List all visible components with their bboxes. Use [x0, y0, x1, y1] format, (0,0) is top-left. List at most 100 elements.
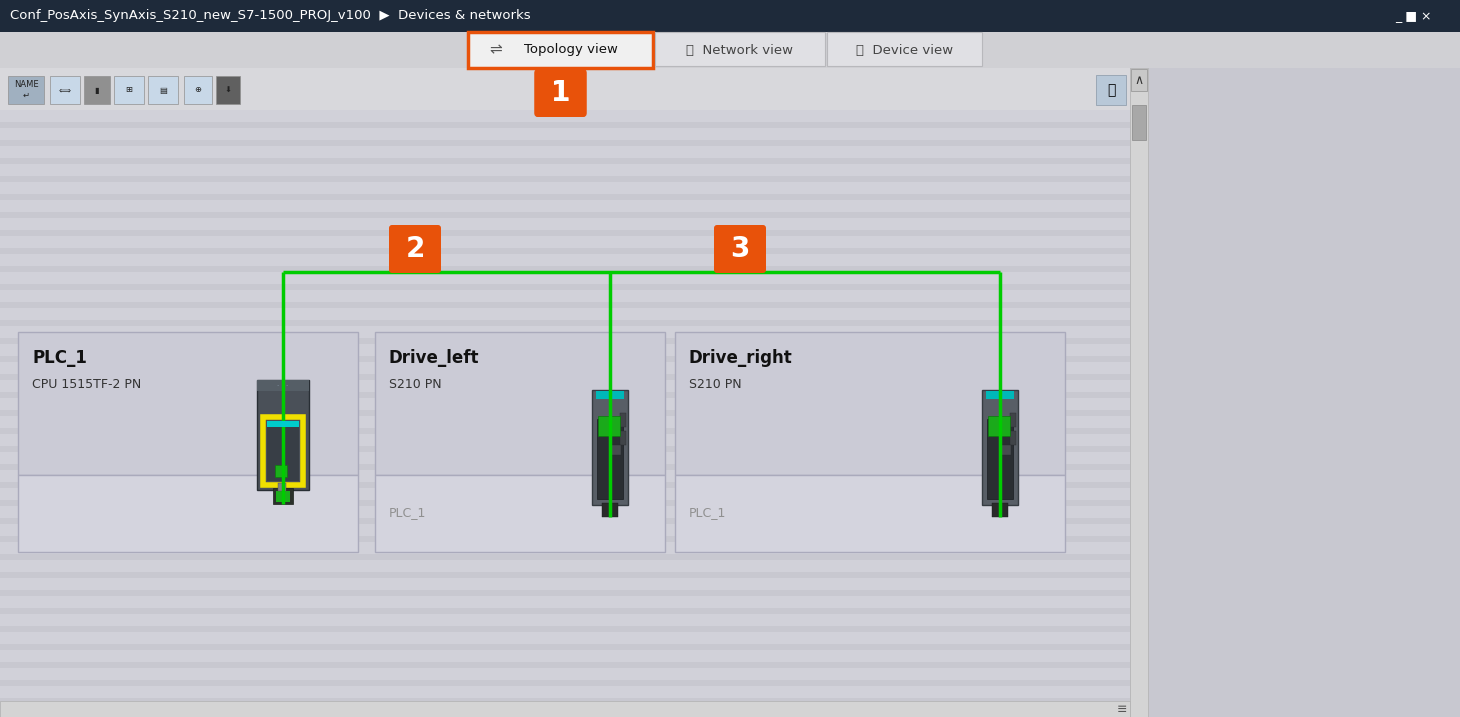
Bar [599, 416, 620, 436]
Bar [1096, 75, 1126, 105]
Bar [0, 254, 1130, 266]
Bar [0, 596, 1130, 608]
Bar [656, 32, 825, 66]
Bar [0, 416, 1130, 428]
Text: · · ·: · · · [277, 383, 289, 389]
Bar [0, 128, 1130, 140]
Bar [596, 391, 623, 399]
Bar [0, 668, 1130, 680]
Bar [0, 560, 1130, 572]
Text: ▤: ▤ [159, 85, 166, 95]
Bar [987, 419, 1013, 499]
Bar [0, 434, 1130, 446]
Bar [0, 506, 1130, 518]
FancyBboxPatch shape [534, 69, 587, 117]
Bar [469, 32, 653, 68]
Bar [620, 431, 626, 445]
FancyBboxPatch shape [388, 225, 441, 273]
Text: 🔧  Device view: 🔧 Device view [856, 44, 953, 57]
Bar [0, 308, 1130, 320]
Bar [0, 524, 1130, 536]
FancyBboxPatch shape [534, 70, 587, 116]
Bar [1010, 431, 1016, 445]
Text: S210 PN: S210 PN [388, 379, 441, 391]
Text: 1: 1 [550, 79, 569, 107]
Bar [0, 488, 1130, 500]
Text: Conf_PosAxis_SynAxis_S210_new_S7-1500_PROJ_v100  ▶  Devices & networks: Conf_PosAxis_SynAxis_S210_new_S7-1500_PR… [10, 9, 530, 22]
Bar [257, 381, 310, 391]
Bar [610, 445, 620, 455]
Bar [0, 146, 1130, 158]
Bar [274, 465, 288, 477]
Bar [991, 503, 1007, 517]
Text: ⇌: ⇌ [489, 42, 502, 57]
Bar [0, 614, 1130, 626]
Bar [50, 76, 80, 104]
Text: 3: 3 [730, 235, 749, 263]
Bar [1130, 68, 1148, 717]
Bar [0, 380, 1130, 392]
Text: 2: 2 [406, 235, 425, 263]
Text: _ ■ ×: _ ■ × [1394, 9, 1431, 22]
Text: 1: 1 [550, 79, 569, 107]
Text: CPU 1515TF-2 PN: CPU 1515TF-2 PN [32, 379, 142, 391]
Text: ⟺: ⟺ [58, 85, 72, 95]
Bar [0, 452, 1130, 464]
Bar [0, 470, 1130, 482]
Bar [216, 76, 239, 104]
Bar [375, 475, 664, 552]
Bar [267, 421, 299, 427]
Bar [1002, 445, 1010, 455]
Bar [273, 488, 293, 504]
Bar [591, 390, 628, 505]
Text: ≡: ≡ [1117, 703, 1127, 716]
Bar [0, 650, 1130, 662]
Bar [0, 272, 1130, 284]
Bar [0, 701, 1130, 717]
Text: PLC_1: PLC_1 [689, 506, 727, 519]
Text: 📋: 📋 [1107, 83, 1115, 97]
Bar [620, 413, 626, 427]
Bar [0, 218, 1130, 230]
Bar [1132, 105, 1146, 140]
Text: Drive_left: Drive_left [388, 349, 479, 367]
Bar [0, 32, 1460, 68]
Text: ⛭  Network view: ⛭ Network view [686, 44, 793, 57]
Bar [675, 332, 1064, 475]
Bar [0, 236, 1130, 248]
Bar [602, 503, 618, 517]
Bar [0, 542, 1130, 554]
Text: ⬇: ⬇ [225, 85, 232, 95]
Bar [675, 475, 1064, 552]
Bar [0, 398, 1130, 410]
Bar [257, 381, 310, 490]
Bar [276, 491, 291, 503]
Bar [1132, 69, 1148, 91]
Bar [0, 632, 1130, 644]
Bar [0, 290, 1130, 302]
Bar [114, 76, 145, 104]
Bar [0, 182, 1130, 194]
Text: ⊕: ⊕ [194, 85, 201, 95]
Bar [0, 344, 1130, 356]
Text: Drive_right: Drive_right [689, 349, 793, 367]
Bar [0, 686, 1130, 698]
Text: ⊞: ⊞ [126, 85, 133, 95]
Text: PLC_1: PLC_1 [32, 349, 88, 367]
Bar [267, 421, 299, 481]
Bar [1010, 413, 1016, 427]
Bar [988, 416, 1010, 436]
Bar [18, 332, 358, 475]
Bar [85, 76, 110, 104]
Bar [263, 417, 304, 485]
Bar [0, 578, 1130, 590]
Bar [0, 110, 1130, 122]
Bar [7, 76, 44, 104]
Text: PLC_1: PLC_1 [388, 506, 426, 519]
Bar [0, 326, 1130, 338]
Bar [18, 475, 358, 552]
Bar [375, 332, 664, 475]
Text: ▮: ▮ [95, 85, 99, 95]
FancyBboxPatch shape [714, 225, 766, 273]
Bar [0, 200, 1130, 212]
